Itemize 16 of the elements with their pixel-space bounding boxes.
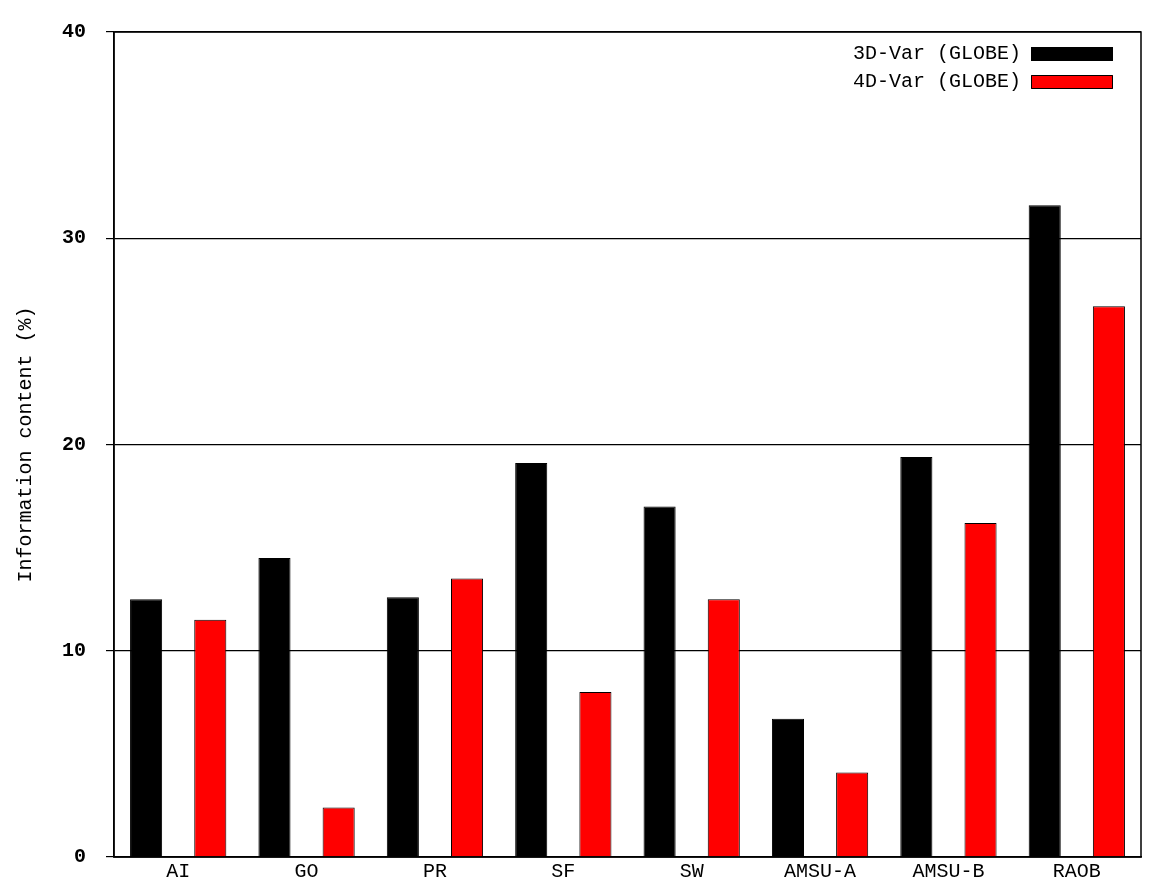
- y-tick-label: 30: [61, 226, 86, 250]
- y-tick-label: 40: [61, 20, 86, 44]
- y-tick-label: 20: [61, 432, 86, 456]
- x-tick-label: PR: [422, 860, 447, 884]
- x-tick-label: AMSU-A: [784, 860, 857, 884]
- legend-label: 4D-Var (GLOBE): [852, 70, 1021, 94]
- y-tick-label: 10: [61, 638, 86, 662]
- legend-label: 3D-Var (GLOBE): [852, 42, 1021, 66]
- x-tick-label: SW: [679, 860, 704, 884]
- y-axis-title: Information content (%): [14, 306, 38, 583]
- x-tick-label: GO: [294, 860, 319, 884]
- x-tick-label: AI: [166, 860, 191, 884]
- x-tick-label: SF: [551, 860, 576, 884]
- y-tick-label: 0: [73, 845, 86, 869]
- x-tick-label: AMSU-B: [912, 860, 985, 884]
- x-tick-label: RAOB: [1052, 860, 1101, 884]
